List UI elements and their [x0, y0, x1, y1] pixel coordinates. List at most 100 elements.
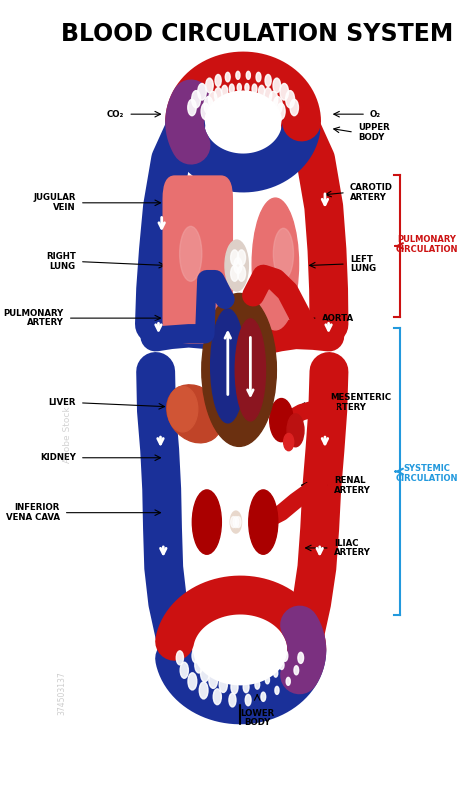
Circle shape — [219, 108, 228, 125]
Ellipse shape — [230, 511, 242, 533]
Text: Adobe Stock: Adobe Stock — [63, 406, 72, 462]
Circle shape — [256, 73, 261, 82]
Circle shape — [286, 91, 294, 108]
Circle shape — [234, 662, 241, 676]
FancyBboxPatch shape — [163, 175, 233, 344]
Circle shape — [231, 680, 238, 694]
Ellipse shape — [202, 293, 276, 446]
Circle shape — [192, 649, 199, 663]
Circle shape — [258, 85, 264, 97]
Circle shape — [228, 660, 236, 675]
Circle shape — [222, 656, 231, 674]
Circle shape — [230, 100, 237, 112]
Circle shape — [286, 677, 290, 686]
Text: RIGHT
LUNG: RIGHT LUNG — [46, 252, 76, 271]
Text: 374503137: 374503137 — [58, 672, 67, 715]
Circle shape — [290, 100, 299, 115]
Circle shape — [258, 108, 267, 125]
Circle shape — [199, 682, 208, 699]
Circle shape — [255, 680, 260, 689]
Circle shape — [221, 105, 230, 122]
Circle shape — [198, 84, 206, 100]
Circle shape — [218, 653, 227, 671]
Ellipse shape — [252, 198, 299, 330]
Circle shape — [294, 666, 299, 675]
Circle shape — [246, 100, 251, 110]
Text: BLOOD CIRCULATION SYSTEM: BLOOD CIRCULATION SYSTEM — [61, 22, 453, 47]
Text: CAROTID
ARTERY: CAROTID ARTERY — [350, 183, 393, 202]
Ellipse shape — [270, 398, 293, 442]
Text: UPPER
BODY: UPPER BODY — [358, 123, 390, 141]
Ellipse shape — [249, 490, 278, 555]
Text: CO₂: CO₂ — [107, 110, 124, 118]
Circle shape — [269, 92, 278, 108]
Ellipse shape — [180, 227, 202, 281]
Circle shape — [237, 84, 241, 92]
Text: MESENTERIC
ARTERY: MESENTERIC ARTERY — [330, 393, 391, 412]
Circle shape — [223, 102, 232, 118]
Circle shape — [282, 650, 288, 661]
Circle shape — [273, 78, 281, 92]
Text: JUGULAR
VEIN: JUGULAR VEIN — [33, 194, 76, 213]
Circle shape — [239, 100, 243, 108]
Ellipse shape — [167, 386, 198, 432]
Text: KIDNEY: KIDNEY — [40, 453, 76, 462]
Circle shape — [227, 101, 234, 115]
Circle shape — [246, 71, 250, 79]
Circle shape — [246, 663, 251, 672]
Circle shape — [245, 694, 251, 705]
Circle shape — [225, 73, 230, 82]
Circle shape — [191, 91, 201, 108]
Circle shape — [255, 102, 263, 118]
Circle shape — [264, 88, 272, 102]
Circle shape — [252, 101, 260, 115]
Circle shape — [277, 103, 285, 119]
Circle shape — [260, 647, 266, 659]
Circle shape — [252, 661, 256, 669]
Ellipse shape — [273, 228, 293, 280]
Ellipse shape — [287, 414, 304, 447]
Circle shape — [243, 100, 247, 108]
Text: INFERIOR
VENA CAVA: INFERIOR VENA CAVA — [6, 503, 60, 522]
Circle shape — [243, 681, 249, 693]
Ellipse shape — [210, 309, 245, 423]
Circle shape — [275, 687, 279, 694]
Circle shape — [234, 258, 242, 273]
Ellipse shape — [173, 195, 224, 333]
Circle shape — [249, 100, 255, 112]
Circle shape — [204, 96, 213, 114]
Text: SYSTEMIC
CIRCULATION: SYSTEMIC CIRCULATION — [395, 464, 458, 483]
Circle shape — [215, 74, 221, 86]
Circle shape — [256, 658, 261, 666]
Circle shape — [209, 672, 218, 688]
Circle shape — [214, 646, 221, 660]
Circle shape — [237, 265, 246, 281]
Text: LIVER: LIVER — [48, 398, 76, 408]
Circle shape — [240, 664, 246, 675]
Circle shape — [298, 653, 303, 664]
Circle shape — [231, 517, 236, 528]
Circle shape — [219, 676, 228, 693]
Circle shape — [221, 85, 228, 97]
Text: LOWER
BODY: LOWER BODY — [240, 709, 274, 728]
Circle shape — [273, 96, 283, 114]
Circle shape — [176, 651, 183, 665]
Ellipse shape — [192, 490, 221, 555]
Circle shape — [213, 689, 221, 705]
Circle shape — [209, 92, 217, 108]
Text: LEFT
LUNG: LEFT LUNG — [350, 254, 376, 273]
Text: PULMONARY
CIRCULATION: PULMONARY CIRCULATION — [395, 235, 458, 254]
Circle shape — [245, 84, 249, 92]
Circle shape — [259, 653, 264, 662]
Circle shape — [279, 660, 284, 669]
Circle shape — [237, 250, 246, 265]
Circle shape — [236, 71, 240, 79]
Ellipse shape — [225, 240, 248, 291]
Text: AORTA: AORTA — [322, 314, 354, 322]
Circle shape — [195, 657, 203, 673]
Circle shape — [261, 692, 266, 702]
Circle shape — [188, 673, 197, 690]
Circle shape — [215, 649, 223, 666]
Text: PULMONARY
ARTERY: PULMONARY ARTERY — [3, 309, 64, 328]
Ellipse shape — [167, 385, 223, 443]
